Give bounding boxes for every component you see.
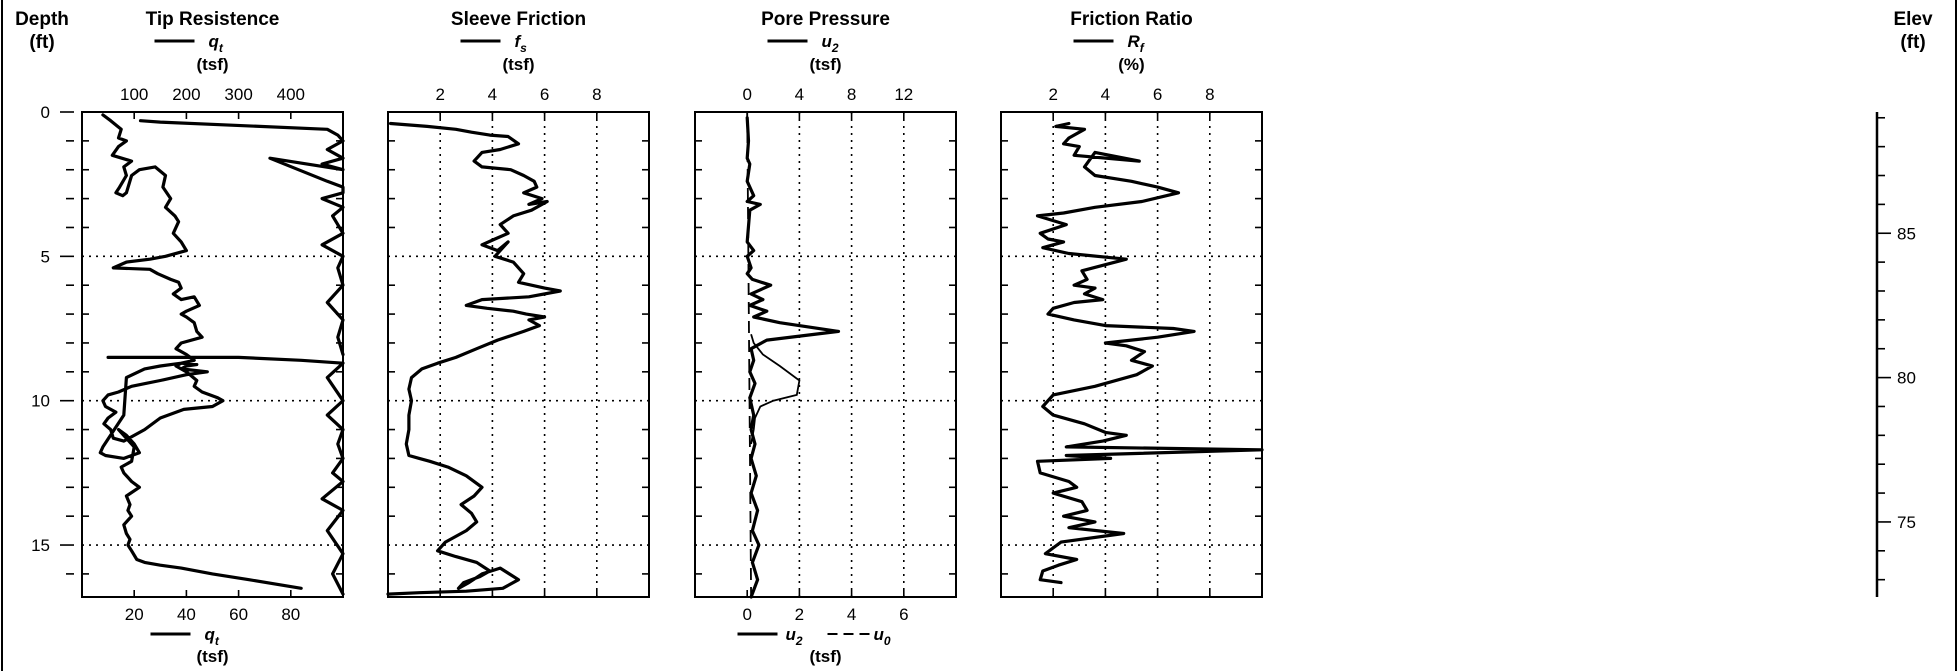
bottom-legend-symbol-1-base: u bbox=[786, 625, 797, 644]
series-line-1 bbox=[1035, 121, 1264, 585]
panel-title: Pore Pressure bbox=[761, 9, 890, 30]
depth-axis: 0 5 10 15 bbox=[31, 103, 74, 575]
x-tick-label: 8 bbox=[1205, 85, 1214, 104]
panel-unit: (tsf) bbox=[196, 55, 228, 74]
bottom-tick-label: 2 bbox=[795, 605, 804, 624]
bottom-legend-symbol-1-sub: 2 bbox=[795, 634, 803, 648]
series-line-3 bbox=[106, 355, 345, 596]
x-tick-label: 200 bbox=[172, 85, 200, 104]
elev-tick-label: 80 bbox=[1897, 369, 1916, 388]
x-tick-label: 300 bbox=[224, 85, 252, 104]
legend-symbol-sub: f bbox=[1140, 41, 1145, 55]
depth-tick-label: 10 bbox=[31, 392, 50, 411]
elev-title: Elev bbox=[1893, 9, 1933, 30]
depth-title: Depth bbox=[15, 9, 69, 30]
depth-tick-label: 0 bbox=[41, 103, 50, 122]
bottom-tick-label: 80 bbox=[281, 605, 300, 624]
bottom-tick-label: 6 bbox=[899, 605, 908, 624]
x-tick-label: 6 bbox=[540, 85, 549, 104]
x-tick-label: 2 bbox=[435, 85, 444, 104]
legend-symbol-base: u bbox=[822, 32, 833, 51]
bottom-axis-unit: (tsf) bbox=[809, 647, 841, 666]
x-tick-label: 0 bbox=[742, 85, 751, 104]
panel-title: Sleeve Friction bbox=[451, 9, 586, 30]
legend-symbol: qt bbox=[209, 32, 224, 55]
bottom-legend-symbol-sub: t bbox=[215, 634, 220, 648]
depth-unit: (ft) bbox=[29, 32, 54, 53]
bottom-tick-label: 0 bbox=[742, 605, 751, 624]
legend-symbol: u2 bbox=[822, 32, 839, 55]
elev-axis: 85 80 75 bbox=[1875, 112, 1916, 597]
bottom-tick-label: 60 bbox=[229, 605, 248, 624]
legend-symbol: fs bbox=[515, 32, 528, 55]
legend-symbol: Rf bbox=[1128, 32, 1145, 55]
panel-unit: (tsf) bbox=[809, 55, 841, 74]
x-tick-label: 12 bbox=[894, 85, 913, 104]
panel-frame bbox=[1000, 111, 1263, 598]
x-tick-label: 6 bbox=[1153, 85, 1162, 104]
series-line-1 bbox=[386, 121, 562, 596]
x-tick-label: 8 bbox=[847, 85, 856, 104]
depth-tick-label: 15 bbox=[31, 536, 50, 555]
panel-title: Tip Resistence bbox=[146, 9, 280, 30]
bottom-legend-symbol: qt bbox=[205, 625, 220, 648]
legend-symbol-base: R bbox=[1128, 32, 1141, 51]
panel-frame bbox=[694, 111, 957, 598]
bottom-legend-symbol-2-sub: 0 bbox=[884, 634, 891, 648]
x-tick-label: 8 bbox=[592, 85, 601, 104]
legend-symbol-sub: 2 bbox=[831, 41, 839, 55]
legend-symbol-sub: s bbox=[520, 41, 527, 55]
elev-unit: (ft) bbox=[1900, 32, 1925, 53]
panel-frame bbox=[81, 111, 344, 598]
bottom-legend-symbol-2-base: u bbox=[874, 625, 885, 644]
series-line-3 bbox=[746, 111, 752, 598]
bottom-legend-symbol-base: q bbox=[205, 625, 216, 644]
series-line-2 bbox=[138, 119, 345, 357]
elev-tick-label: 85 bbox=[1897, 224, 1916, 243]
panel-unit: (tsf) bbox=[502, 55, 534, 74]
series-line-2 bbox=[750, 334, 801, 445]
panel-unit: (%) bbox=[1118, 55, 1144, 74]
bottom-tick-label: 4 bbox=[847, 605, 856, 624]
depth-tick-label: 5 bbox=[41, 247, 50, 266]
panel-title: Friction Ratio bbox=[1070, 9, 1192, 30]
bottom-axis-unit: (tsf) bbox=[196, 647, 228, 666]
series-line-1 bbox=[98, 113, 303, 590]
legend-symbol-base: f bbox=[515, 32, 523, 51]
x-tick-label: 400 bbox=[277, 85, 305, 104]
x-tick-label: 2 bbox=[1048, 85, 1057, 104]
bottom-legend-symbol-1: u2 bbox=[786, 625, 803, 648]
x-tick-label: 100 bbox=[120, 85, 148, 104]
x-tick-label: 4 bbox=[488, 85, 497, 104]
legend-symbol-sub: t bbox=[219, 41, 224, 55]
x-tick-label: 4 bbox=[1101, 85, 1110, 104]
legend-symbol-base: q bbox=[209, 32, 220, 51]
bottom-legend-symbol-2: u0 bbox=[874, 625, 891, 648]
panel-frame bbox=[387, 111, 650, 598]
series-line-1 bbox=[745, 116, 841, 599]
elev-tick-label: 75 bbox=[1897, 513, 1916, 532]
bottom-tick-label: 20 bbox=[125, 605, 144, 624]
bottom-tick-label: 40 bbox=[177, 605, 196, 624]
x-tick-label: 4 bbox=[795, 85, 804, 104]
